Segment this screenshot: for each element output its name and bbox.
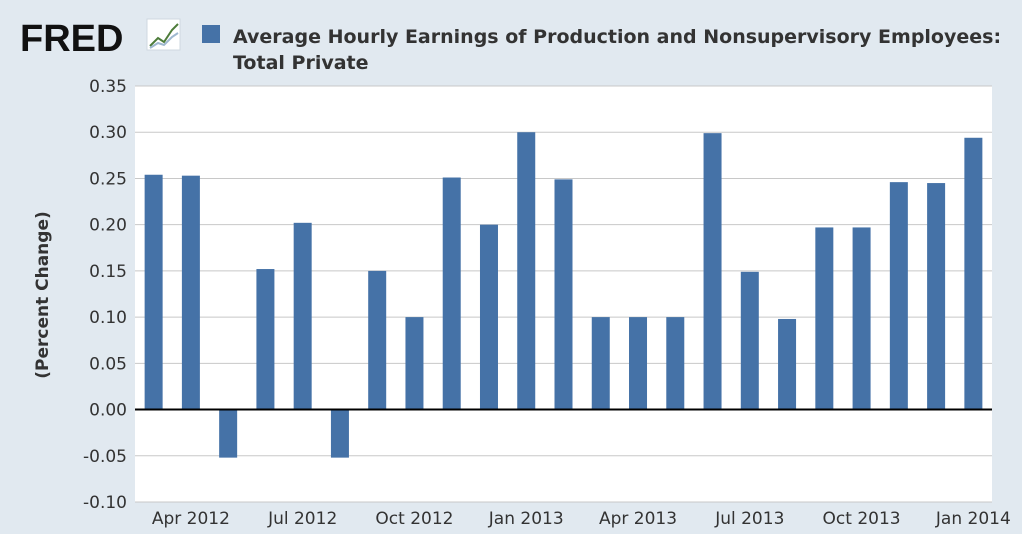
- y-tick-label: 0.35: [89, 77, 127, 97]
- bar: [256, 269, 275, 410]
- legend-swatch: [202, 25, 220, 43]
- legend: Average Hourly Earnings of Production an…: [202, 25, 1001, 74]
- y-tick-label: 0.15: [89, 262, 127, 282]
- bar: [852, 227, 871, 410]
- legend-label-line1: Average Hourly Earnings of Production an…: [233, 26, 1001, 48]
- bar: [927, 183, 946, 410]
- bar: [815, 227, 834, 410]
- trend-line-icon: [146, 18, 181, 51]
- bar: [629, 317, 648, 410]
- bar: [591, 317, 610, 410]
- x-tick-label: Jul 2013: [714, 509, 784, 529]
- bar: [293, 222, 312, 410]
- bar: [554, 179, 573, 410]
- y-tick-label: 0.20: [89, 216, 127, 236]
- x-tick-label: Jan 2013: [488, 509, 564, 529]
- bar: [964, 137, 983, 410]
- bar: [368, 270, 387, 410]
- x-tick-label: Jul 2012: [267, 509, 337, 529]
- y-tick-label: 0.30: [89, 123, 127, 143]
- x-tick-label: Jan 2014: [935, 509, 1011, 529]
- x-tick-labels: Apr 2012 Jul 2012 Oct 2012 Jan 2013 Apr 2013…: [152, 509, 1011, 529]
- y-tick-label: -0.05: [83, 447, 127, 467]
- y-tick-label: 0.25: [89, 169, 127, 189]
- y-axis-title: (Percent Change): [33, 211, 53, 379]
- bar: [703, 133, 722, 410]
- y-tick-label: 0.05: [89, 354, 127, 374]
- bar: [778, 318, 797, 410]
- bar: [405, 317, 424, 410]
- y-tick-label: 0.00: [89, 401, 127, 421]
- legend-label-line2: Total Private: [233, 52, 369, 74]
- logo-text: FRED: [20, 18, 123, 60]
- bar: [442, 177, 461, 410]
- bar: [479, 224, 498, 410]
- y-tick-label: 0.10: [89, 308, 127, 328]
- bar: [889, 182, 908, 410]
- x-tick-label: Apr 2012: [152, 509, 230, 529]
- bars: [144, 132, 983, 458]
- x-tick-label: Oct 2012: [375, 509, 453, 529]
- y-tick-label: -0.10: [83, 493, 127, 513]
- bar: [330, 409, 349, 458]
- bar: [144, 174, 163, 410]
- bar: [219, 409, 238, 458]
- y-tick-labels: 0.35 0.30 0.25 0.20 0.15 0.10 0.05 0.00 -0.05 -0.…: [83, 77, 127, 513]
- bar: [181, 175, 200, 410]
- x-tick-label: Oct 2013: [823, 509, 901, 529]
- bar: [740, 271, 759, 410]
- bar: [517, 132, 536, 410]
- x-tick-label: Apr 2013: [599, 509, 677, 529]
- fred-logo: FRED: [20, 18, 181, 60]
- bar: [666, 317, 685, 410]
